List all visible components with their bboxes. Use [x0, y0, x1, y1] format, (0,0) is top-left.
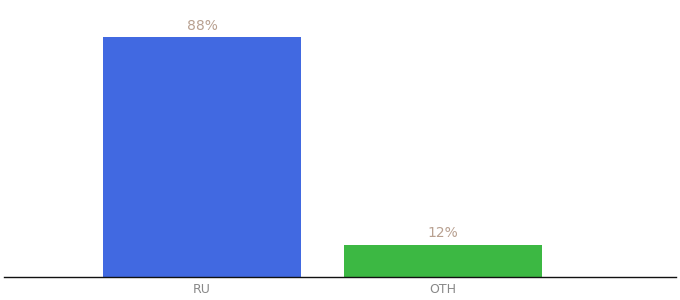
- Bar: [343, 244, 541, 277]
- Bar: [103, 37, 301, 277]
- Text: 88%: 88%: [187, 19, 218, 33]
- Text: 12%: 12%: [427, 226, 458, 240]
